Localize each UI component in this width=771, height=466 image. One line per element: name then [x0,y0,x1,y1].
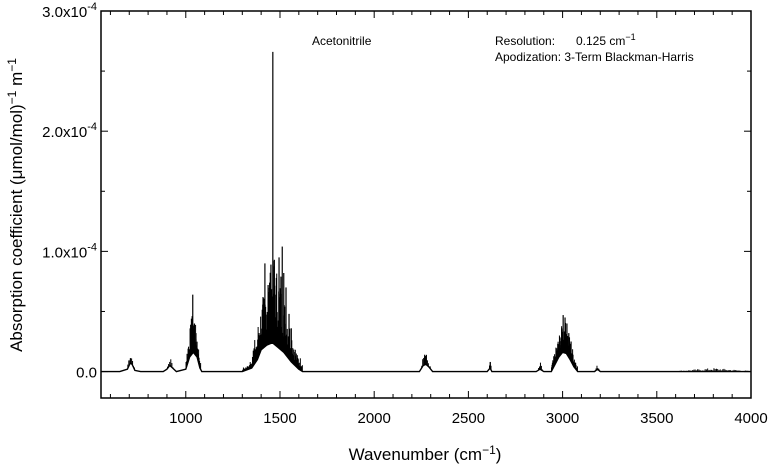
y-axis-title-part2: mol/mol) [7,104,26,169]
y-tick-label: 1.0x10-4 [42,241,97,261]
resolution-label: Resolution: [495,34,555,48]
y-tick-label-base: 0.0 [76,365,97,382]
plot-frame [100,10,752,399]
resolution-value: 0.125 cm−1 [576,32,636,48]
x-axis-title-end: ) [496,445,502,464]
y-axis-title: Absorption coefficient (μmol/mol)−1 m−1 [5,58,26,352]
y-tick-label-base: 3.0x10 [42,4,87,21]
y-tick-label-base: 2.0x10 [42,124,87,141]
y-tick-label-exp: -4 [87,241,97,253]
resolution-value-text: 0.125 cm [576,34,625,48]
y-tick-label-exp: -4 [87,1,97,13]
y-tick-label-exp: -4 [87,121,97,133]
y-tick-label-base: 1.0x10 [42,244,87,261]
y-tick-label: 2.0x10-4 [42,121,97,141]
x-tick-label: 3000 [546,410,579,427]
x-tick-label: 2000 [358,410,391,427]
compound-label: Acetonitrile [312,34,372,48]
x-tick-label: 3500 [640,410,673,427]
x-tick-label: 4000 [734,410,767,427]
x-axis-title: Wavenumber (cm−1) [349,443,502,464]
x-tick-label: 1000 [169,410,202,427]
y-tick-label: 3.0x10-4 [42,1,97,21]
y-tick-label: 0.0 [76,365,97,382]
y-axis-title-part3: m [7,72,26,91]
y-tick-labels: 0.01.0x10-42.0x10-43.0x10-4 [42,1,97,382]
spectrum-lines [127,51,751,372]
x-tick-labels: 1000 1500 2000 2500 3000 3500 4000 [169,410,768,427]
resolution-unit-sup: −1 [625,32,635,42]
x-tick-label: 2500 [452,410,485,427]
y-axis-title-mu: μ [7,170,26,180]
x-axis-title-sup: −1 [482,443,496,457]
y-axis-title-sup1: −1 [5,90,19,104]
x-axis-title-main: Wavenumber (cm [349,445,483,464]
apodization-label: Apodization: 3-Term Blackman-Harris [495,50,694,64]
y-axis-title-sup2: −1 [5,58,19,72]
y-axis-title-part1: Absorption coefficient ( [7,179,26,352]
axis-ticks [101,10,752,398]
x-tick-label: 1500 [263,410,296,427]
